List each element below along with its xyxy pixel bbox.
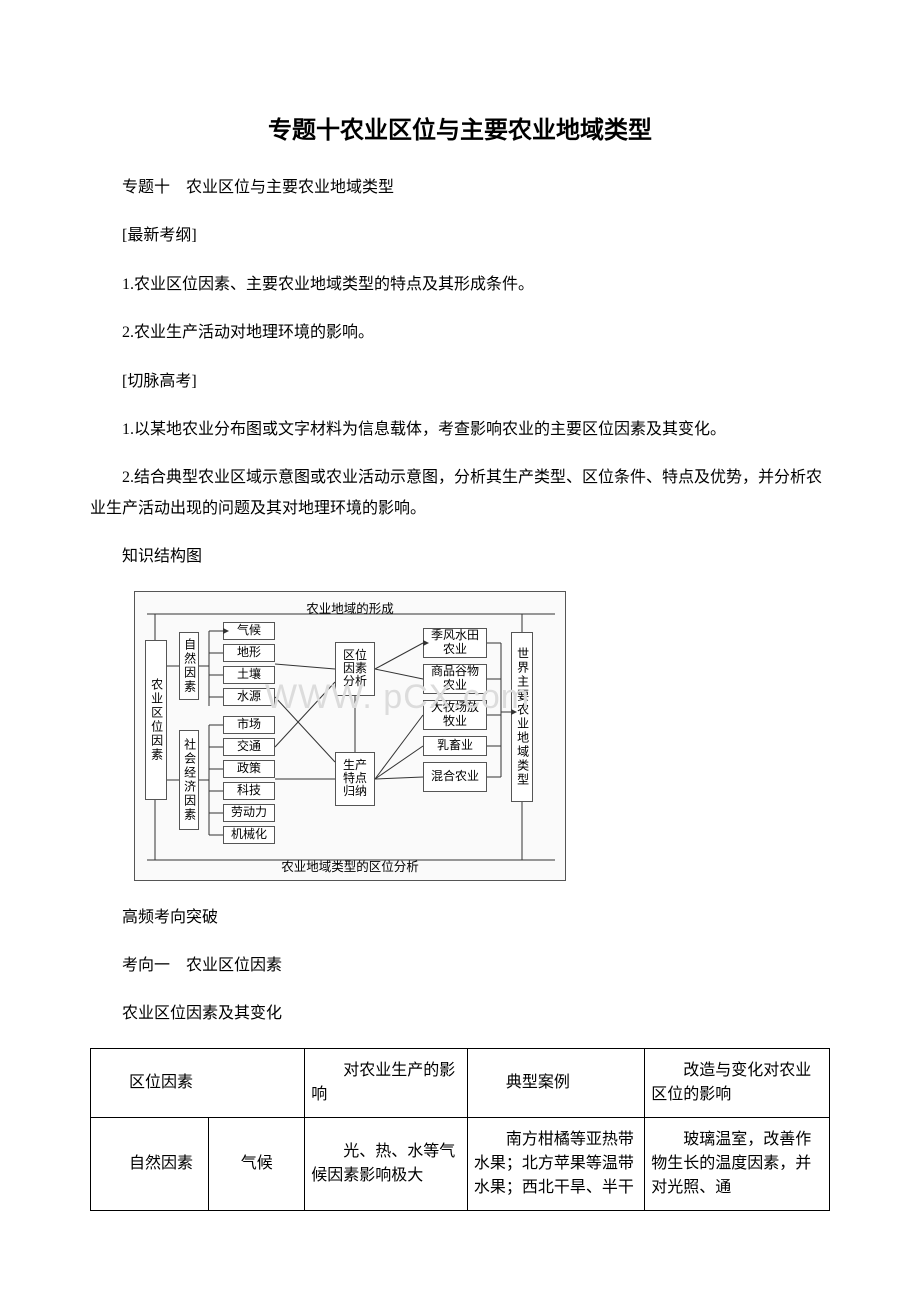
th-change: 改造与变化对农业区位的影响 <box>645 1048 830 1117</box>
para-syllabus-heading: [最新考纲] <box>90 221 830 251</box>
cell-category: 自然因素 <box>91 1117 209 1210</box>
para-syllabus-2: 2.农业生产活动对地理环境的影响。 <box>90 318 830 348</box>
factors-table: 区位因素 对农业生产的影响 典型案例 改造与变化对农业区位的影响 自然因素 气候… <box>90 1048 830 1211</box>
para-subtitle: 专题十 农业区位与主要农业地域类型 <box>90 173 830 203</box>
para-direction-1: 考向一 农业区位因素 <box>90 951 830 981</box>
page-title: 专题十农业区位与主要农业地域类型 <box>90 110 830 145</box>
th-effect: 对农业生产的影响 <box>305 1048 468 1117</box>
para-syllabus-1: 1.农业区位因素、主要农业地域类型的特点及其形成条件。 <box>90 270 830 300</box>
para-exam-heading: [切脉高考] <box>90 367 830 397</box>
cell-effect: 光、热、水等气候因素影响极大 <box>305 1117 468 1210</box>
cell-subfactor: 气候 <box>209 1117 305 1210</box>
para-exam-2: 2.结合典型农业区域示意图或农业活动示意图，分析其生产类型、区位条件、特点及优势… <box>90 463 830 524</box>
para-highfreq: 高频考向突破 <box>90 903 830 933</box>
cell-case: 南方柑橘等亚热带水果；北方苹果等温带水果；西北干旱、半干 <box>467 1117 644 1210</box>
th-case: 典型案例 <box>467 1048 644 1117</box>
table-header-row: 区位因素 对农业生产的影响 典型案例 改造与变化对农业区位的影响 <box>91 1048 830 1117</box>
th-factor: 区位因素 <box>91 1048 305 1117</box>
para-structure-heading: 知识结构图 <box>90 542 830 572</box>
diagram-connectors <box>135 592 567 882</box>
para-exam-1: 1.以某地农业分布图或文字材料为信息载体，考查影响农业的主要区位因素及其变化。 <box>90 415 830 445</box>
para-factors-change: 农业区位因素及其变化 <box>90 999 830 1029</box>
table-row: 自然因素 气候 光、热、水等气候因素影响极大 南方柑橘等亚热带水果；北方苹果等温… <box>91 1117 830 1210</box>
knowledge-structure-diagram: WWW. pCX.com 农业地域的形成 农业地域类型的区位分析 农业区位因素 … <box>134 591 566 881</box>
cell-change: 玻璃温室，改善作物生长的温度因素，并对光照、通 <box>645 1117 830 1210</box>
